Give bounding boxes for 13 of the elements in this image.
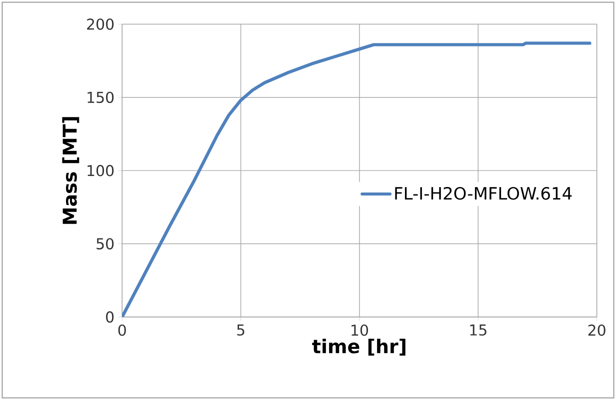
x-tick-label: 15 [470,324,486,336]
x-tick-label: 5 [237,324,244,336]
y-tick-label: 200 [87,18,114,30]
x-tick-label: 10 [352,324,368,336]
y-tick-label: 150 [88,92,114,103]
y-axis-title: Mass [MT] [62,117,80,224]
legend-label: FL-I-H2O-MFLOW.614 [395,186,572,200]
y-tick-label: 100 [88,164,114,176]
y-tick-label: 50 [96,238,114,250]
x-tick-label: 0 [118,324,126,336]
x-axis-title: time [hr] [312,338,406,356]
y-tick-label: 0 [106,311,114,323]
x-tick-label: 20 [588,324,606,336]
